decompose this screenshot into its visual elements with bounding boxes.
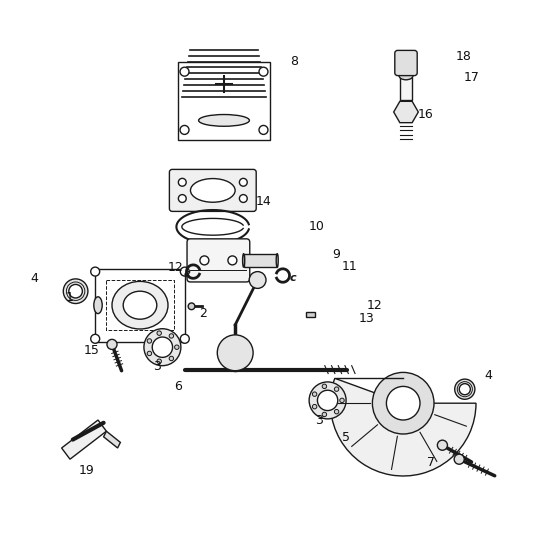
Circle shape xyxy=(386,386,420,420)
Polygon shape xyxy=(104,431,120,448)
Bar xyxy=(244,254,277,267)
Text: 10: 10 xyxy=(309,220,324,234)
Circle shape xyxy=(69,284,82,298)
Circle shape xyxy=(372,372,434,434)
Circle shape xyxy=(144,329,181,366)
Circle shape xyxy=(63,279,88,304)
Circle shape xyxy=(259,125,268,134)
Polygon shape xyxy=(394,101,418,123)
Circle shape xyxy=(169,356,174,361)
Text: 8: 8 xyxy=(290,55,298,68)
Circle shape xyxy=(240,179,248,186)
Circle shape xyxy=(455,379,475,399)
Bar xyxy=(400,77,412,100)
Text: 13: 13 xyxy=(359,311,375,325)
Circle shape xyxy=(309,382,346,419)
Ellipse shape xyxy=(399,72,413,80)
Text: 19: 19 xyxy=(79,464,95,477)
Circle shape xyxy=(454,454,464,464)
Wedge shape xyxy=(330,379,476,476)
Text: 2: 2 xyxy=(199,307,207,320)
FancyBboxPatch shape xyxy=(187,239,250,282)
Circle shape xyxy=(200,256,209,265)
Circle shape xyxy=(169,334,174,338)
Circle shape xyxy=(228,256,237,265)
Circle shape xyxy=(91,267,100,276)
Circle shape xyxy=(175,345,179,349)
Circle shape xyxy=(340,398,344,403)
FancyBboxPatch shape xyxy=(395,50,417,76)
Text: 3: 3 xyxy=(153,360,161,374)
Text: 16: 16 xyxy=(418,108,433,122)
Circle shape xyxy=(157,359,161,363)
Ellipse shape xyxy=(276,254,278,267)
Circle shape xyxy=(91,334,100,343)
Text: 5: 5 xyxy=(342,431,349,445)
Text: 4: 4 xyxy=(484,368,492,382)
Circle shape xyxy=(179,179,186,186)
Text: 12: 12 xyxy=(167,260,183,274)
FancyBboxPatch shape xyxy=(170,170,256,212)
Text: 1: 1 xyxy=(66,291,74,305)
Circle shape xyxy=(180,334,189,343)
Circle shape xyxy=(240,194,248,203)
Text: 17: 17 xyxy=(464,71,479,84)
Circle shape xyxy=(107,339,117,349)
Circle shape xyxy=(180,267,189,276)
Ellipse shape xyxy=(123,291,157,319)
Text: 18: 18 xyxy=(456,49,472,63)
Circle shape xyxy=(322,384,326,389)
Text: 14: 14 xyxy=(255,195,271,208)
Ellipse shape xyxy=(112,282,168,329)
Circle shape xyxy=(334,387,339,391)
Text: 15: 15 xyxy=(83,343,99,357)
Text: 9: 9 xyxy=(332,248,340,262)
Circle shape xyxy=(188,303,195,310)
Circle shape xyxy=(318,390,338,410)
Bar xyxy=(178,62,270,140)
Ellipse shape xyxy=(94,297,102,314)
Text: c: c xyxy=(290,273,297,283)
Circle shape xyxy=(147,351,152,356)
Circle shape xyxy=(217,335,253,371)
Text: 7: 7 xyxy=(427,455,435,469)
Circle shape xyxy=(179,194,186,203)
Text: 12: 12 xyxy=(366,298,382,312)
Text: 6: 6 xyxy=(174,380,182,393)
Ellipse shape xyxy=(199,115,249,127)
Circle shape xyxy=(147,339,152,343)
Circle shape xyxy=(312,404,317,409)
Circle shape xyxy=(152,337,172,357)
Circle shape xyxy=(249,272,266,288)
Circle shape xyxy=(459,384,470,395)
Circle shape xyxy=(180,125,189,134)
Circle shape xyxy=(312,392,317,396)
Ellipse shape xyxy=(190,179,235,202)
Circle shape xyxy=(322,412,326,417)
Circle shape xyxy=(259,67,268,76)
Polygon shape xyxy=(62,420,106,459)
Bar xyxy=(306,312,315,317)
Ellipse shape xyxy=(242,254,245,267)
Circle shape xyxy=(437,440,447,450)
Circle shape xyxy=(180,67,189,76)
Circle shape xyxy=(157,331,161,335)
Text: c: c xyxy=(184,269,190,279)
Text: 11: 11 xyxy=(342,259,358,273)
Circle shape xyxy=(334,409,339,414)
Text: 4: 4 xyxy=(31,272,39,285)
Text: 3: 3 xyxy=(315,413,323,427)
